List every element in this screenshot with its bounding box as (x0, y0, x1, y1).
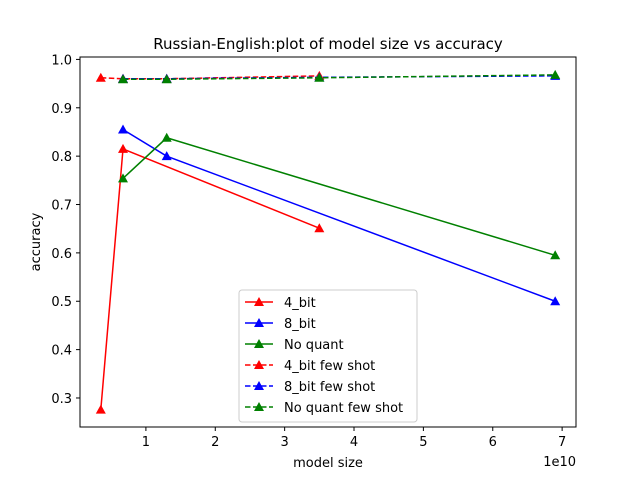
data-point (118, 124, 129, 134)
data-point (161, 132, 172, 142)
data-point (550, 296, 561, 306)
x-tick-label: 3 (281, 435, 289, 450)
y-tick-label: 0.9 (51, 102, 72, 117)
legend-marker (254, 318, 264, 327)
legend-item: No quant (245, 338, 344, 353)
y-axis-label: accuracy (29, 212, 44, 271)
y-tick-label: 0.3 (51, 392, 72, 407)
legend-box (238, 289, 418, 423)
y-tick-label: 0.5 (51, 295, 72, 310)
data-point (95, 404, 106, 414)
legend-label: No quant (284, 338, 344, 353)
x-tick-label: 2 (211, 435, 219, 450)
legend-marker (254, 360, 264, 369)
data-point (550, 250, 561, 260)
data-point (314, 223, 325, 233)
data-point (118, 143, 129, 153)
legend-item: 8_bit few shot (245, 380, 375, 395)
y-tick-label: 1.0 (51, 53, 72, 68)
legend-marker (254, 339, 264, 348)
series-4-bit (95, 143, 325, 414)
legend-marker (254, 402, 264, 411)
y-axis: 0.3 0.4 0.5 0.6 0.7 0.8 0.9 1.0 (51, 53, 80, 407)
x-tick-label: 1 (142, 435, 150, 450)
y-tick-label: 0.4 (51, 344, 72, 359)
data-point (161, 151, 172, 161)
y-tick-label: 0.8 (51, 150, 72, 165)
x-offset-label: 1e10 (543, 455, 576, 470)
series-no-quant-few-shot (118, 69, 561, 84)
legend-item: No quant few shot (245, 401, 403, 416)
series-line (123, 74, 556, 80)
axes-frame (79, 56, 577, 428)
x-tick-label: 6 (489, 435, 497, 450)
legend-item: 4_bit few shot (245, 359, 375, 374)
data-point (550, 69, 561, 79)
data-point (95, 72, 106, 82)
series-4-bit-few-shot (95, 70, 325, 83)
chart-title: Russian-English:plot of model size vs ac… (153, 35, 503, 53)
plot-area (95, 69, 561, 414)
legend-label: 8_bit (284, 317, 316, 332)
y-tick-label: 0.7 (51, 199, 72, 214)
legend-item: 8_bit (245, 317, 316, 332)
x-tick-label: 4 (350, 435, 358, 450)
data-point (118, 74, 129, 84)
x-axis-label: model size (293, 456, 363, 471)
legend-item: 4_bit (245, 296, 316, 311)
series-line (100, 75, 320, 80)
series-8-bit (118, 124, 561, 306)
x-axis: 1 2 3 4 5 6 7 (142, 427, 566, 450)
data-point (314, 72, 325, 82)
legend: 4_bit 8_bit No quant 4_bit few shot 8_bit fe… (238, 289, 418, 423)
data-point (118, 173, 129, 183)
legend-marker (254, 381, 264, 390)
x-tick-label: 7 (558, 435, 566, 450)
legend-marker (254, 297, 264, 306)
legend-label: 4_bit (284, 296, 316, 311)
legend-label: No quant few shot (284, 401, 403, 416)
y-tick-label: 0.6 (51, 247, 72, 262)
legend-label: 4_bit few shot (284, 359, 375, 374)
data-point (161, 74, 172, 84)
series-line (122, 136, 556, 257)
legend-label: 8_bit few shot (284, 380, 375, 395)
series-line (122, 128, 556, 302)
x-tick-label: 5 (419, 435, 427, 450)
series-no-quant (118, 132, 561, 260)
